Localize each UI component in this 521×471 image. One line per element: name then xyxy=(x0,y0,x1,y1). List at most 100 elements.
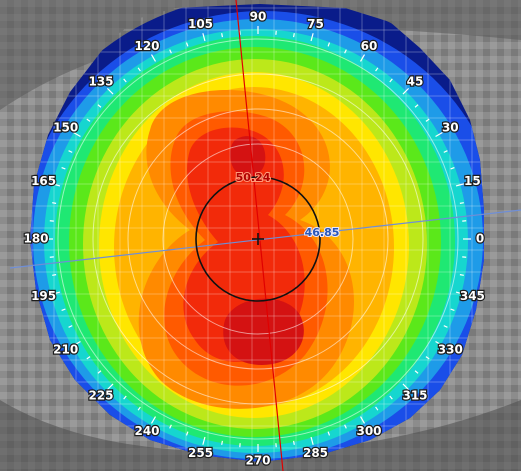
degree-tick xyxy=(52,274,57,276)
degree-tick xyxy=(402,383,410,391)
degree-tick xyxy=(52,183,61,187)
degree-tick xyxy=(375,406,379,411)
degree-label: 75 xyxy=(307,17,324,31)
degree-tick xyxy=(389,78,393,83)
degree-tick xyxy=(344,424,347,429)
grid-ring xyxy=(92,73,424,405)
degree-tick xyxy=(414,370,419,374)
degree-label: 210 xyxy=(53,343,78,357)
degree-label: 345 xyxy=(460,289,485,303)
degree-tick xyxy=(443,325,448,328)
degree-tick xyxy=(455,291,464,295)
degree-tick xyxy=(359,54,366,62)
degree-label: 315 xyxy=(402,389,427,403)
degree-tick xyxy=(310,33,314,42)
degree-ticks xyxy=(45,26,471,452)
degree-label: 0 xyxy=(476,232,484,246)
degree-tick xyxy=(137,67,141,72)
degree-tick xyxy=(359,416,366,424)
degree-label: 270 xyxy=(245,454,270,468)
degree-label: 165 xyxy=(31,174,56,188)
degree-tick xyxy=(61,166,66,170)
degree-tick xyxy=(97,104,102,108)
degree-label: 105 xyxy=(188,17,213,31)
degree-label: 15 xyxy=(464,174,481,188)
degree-tick xyxy=(106,87,114,95)
degree-label: 300 xyxy=(356,424,381,438)
degree-tick xyxy=(123,395,127,400)
degree-label: 120 xyxy=(134,39,159,53)
degree-label: 45 xyxy=(407,75,424,89)
degree-tick xyxy=(459,202,464,204)
degree-tick xyxy=(459,274,464,276)
degree-tick xyxy=(310,436,314,445)
degree-label: 135 xyxy=(88,75,113,89)
degree-tick xyxy=(450,166,455,170)
degree-tick xyxy=(68,325,73,328)
degree-tick xyxy=(123,78,127,83)
pupil-circle xyxy=(195,176,321,302)
curvature-band xyxy=(223,298,304,365)
degree-label: 180 xyxy=(23,232,48,246)
degree-tick xyxy=(86,356,91,360)
degree-tick xyxy=(402,87,410,95)
degree-tick xyxy=(68,150,73,153)
degree-tick xyxy=(61,308,66,312)
degree-tick xyxy=(435,340,443,347)
degree-tick xyxy=(97,370,102,374)
degree-label: 30 xyxy=(442,121,459,135)
degree-tick xyxy=(86,118,91,122)
degree-tick xyxy=(443,150,448,153)
grid-ring xyxy=(127,108,389,370)
degree-tick xyxy=(425,118,430,122)
degree-tick xyxy=(450,308,455,312)
degree-label: 240 xyxy=(134,424,159,438)
degree-label: 285 xyxy=(303,446,328,460)
degree-tick xyxy=(202,33,206,42)
degree-tick xyxy=(52,291,61,295)
degree-tick xyxy=(185,431,189,436)
degree-label: 195 xyxy=(31,289,56,303)
steep-meridian-line xyxy=(235,0,284,471)
degree-label: 90 xyxy=(250,10,267,24)
degree-tick xyxy=(455,183,464,187)
flat-meridian-line xyxy=(9,209,521,269)
degree-tick xyxy=(389,395,393,400)
degree-tick xyxy=(327,42,331,47)
degree-tick xyxy=(221,33,223,38)
degree-tick xyxy=(293,440,295,445)
grid-ring xyxy=(162,143,354,335)
degree-tick xyxy=(150,416,157,424)
degree-tick xyxy=(435,131,443,138)
degree-tick xyxy=(327,431,331,436)
degree-tick xyxy=(73,340,81,347)
degree-tick xyxy=(202,436,206,445)
grid-ring xyxy=(57,38,459,440)
degree-label: 225 xyxy=(88,389,113,403)
degree-tick xyxy=(52,202,57,204)
eyelid-shadow-bottom xyxy=(0,400,521,471)
degree-tick xyxy=(106,383,114,391)
flat-k-value: 46.85 xyxy=(305,226,340,239)
degree-tick xyxy=(344,49,347,54)
center-cross-icon xyxy=(252,233,264,245)
degree-labels: 0 15 30 45 60 75 90 105 120 135 150 165 180 195 210 225… xyxy=(22,8,486,468)
degree-tick xyxy=(150,54,157,62)
steep-k-value: 50.24 xyxy=(236,171,271,184)
degree-tick xyxy=(293,33,295,38)
degree-tick xyxy=(221,440,223,445)
degree-tick xyxy=(414,104,419,108)
degree-tick xyxy=(169,49,172,54)
degree-tick xyxy=(73,131,81,138)
degree-label: 255 xyxy=(188,446,213,460)
degree-label: 150 xyxy=(53,121,78,135)
degree-tick xyxy=(137,406,141,411)
degree-tick xyxy=(375,67,379,72)
degree-tick xyxy=(185,42,189,47)
degree-label: 60 xyxy=(361,39,378,53)
degree-label: 330 xyxy=(438,343,463,357)
degree-tick xyxy=(169,424,172,429)
degree-tick xyxy=(425,356,430,360)
